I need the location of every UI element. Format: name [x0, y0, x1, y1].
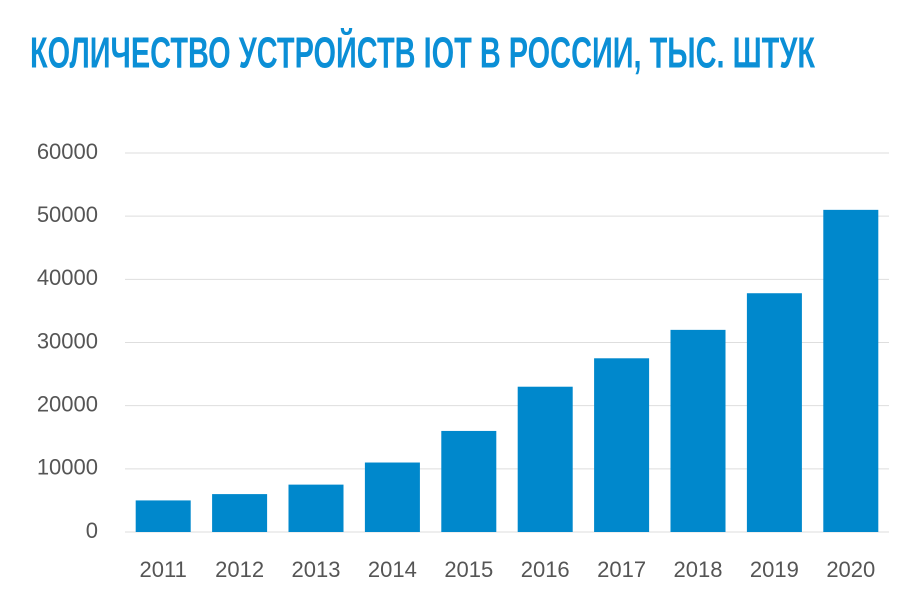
bar [823, 209, 879, 532]
x-tick-label: 2017 [597, 557, 646, 582]
bar [746, 293, 802, 532]
y-tick-label: 0 [86, 518, 98, 543]
y-tick-label: 30000 [37, 328, 98, 353]
chart-title: КОЛИЧЕСТВО УСТРОЙСТВ IOT В РОССИИ, ТЫС. … [30, 27, 815, 78]
bar [212, 494, 268, 532]
y-tick-label: 50000 [37, 202, 98, 227]
bar [670, 329, 726, 532]
bar [594, 358, 650, 532]
x-tick-label: 2018 [674, 557, 723, 582]
y-tick-label: 40000 [37, 265, 98, 290]
x-tick-label: 2019 [750, 557, 799, 582]
y-tick-label: 60000 [37, 139, 98, 164]
bar [517, 386, 573, 532]
x-tick-label: 2013 [292, 557, 341, 582]
bar [364, 462, 420, 532]
y-tick-label: 20000 [37, 391, 98, 416]
x-tick-label: 2016 [521, 557, 570, 582]
x-tick-label: 2012 [215, 557, 264, 582]
y-tick-label: 10000 [37, 455, 98, 480]
bar [288, 484, 344, 532]
x-tick-label: 2020 [826, 557, 875, 582]
bar [441, 430, 497, 532]
x-tick-label: 2015 [444, 557, 493, 582]
bar [135, 500, 191, 532]
x-tick-label: 2011 [140, 557, 187, 582]
x-tick-label: 2014 [368, 557, 417, 582]
